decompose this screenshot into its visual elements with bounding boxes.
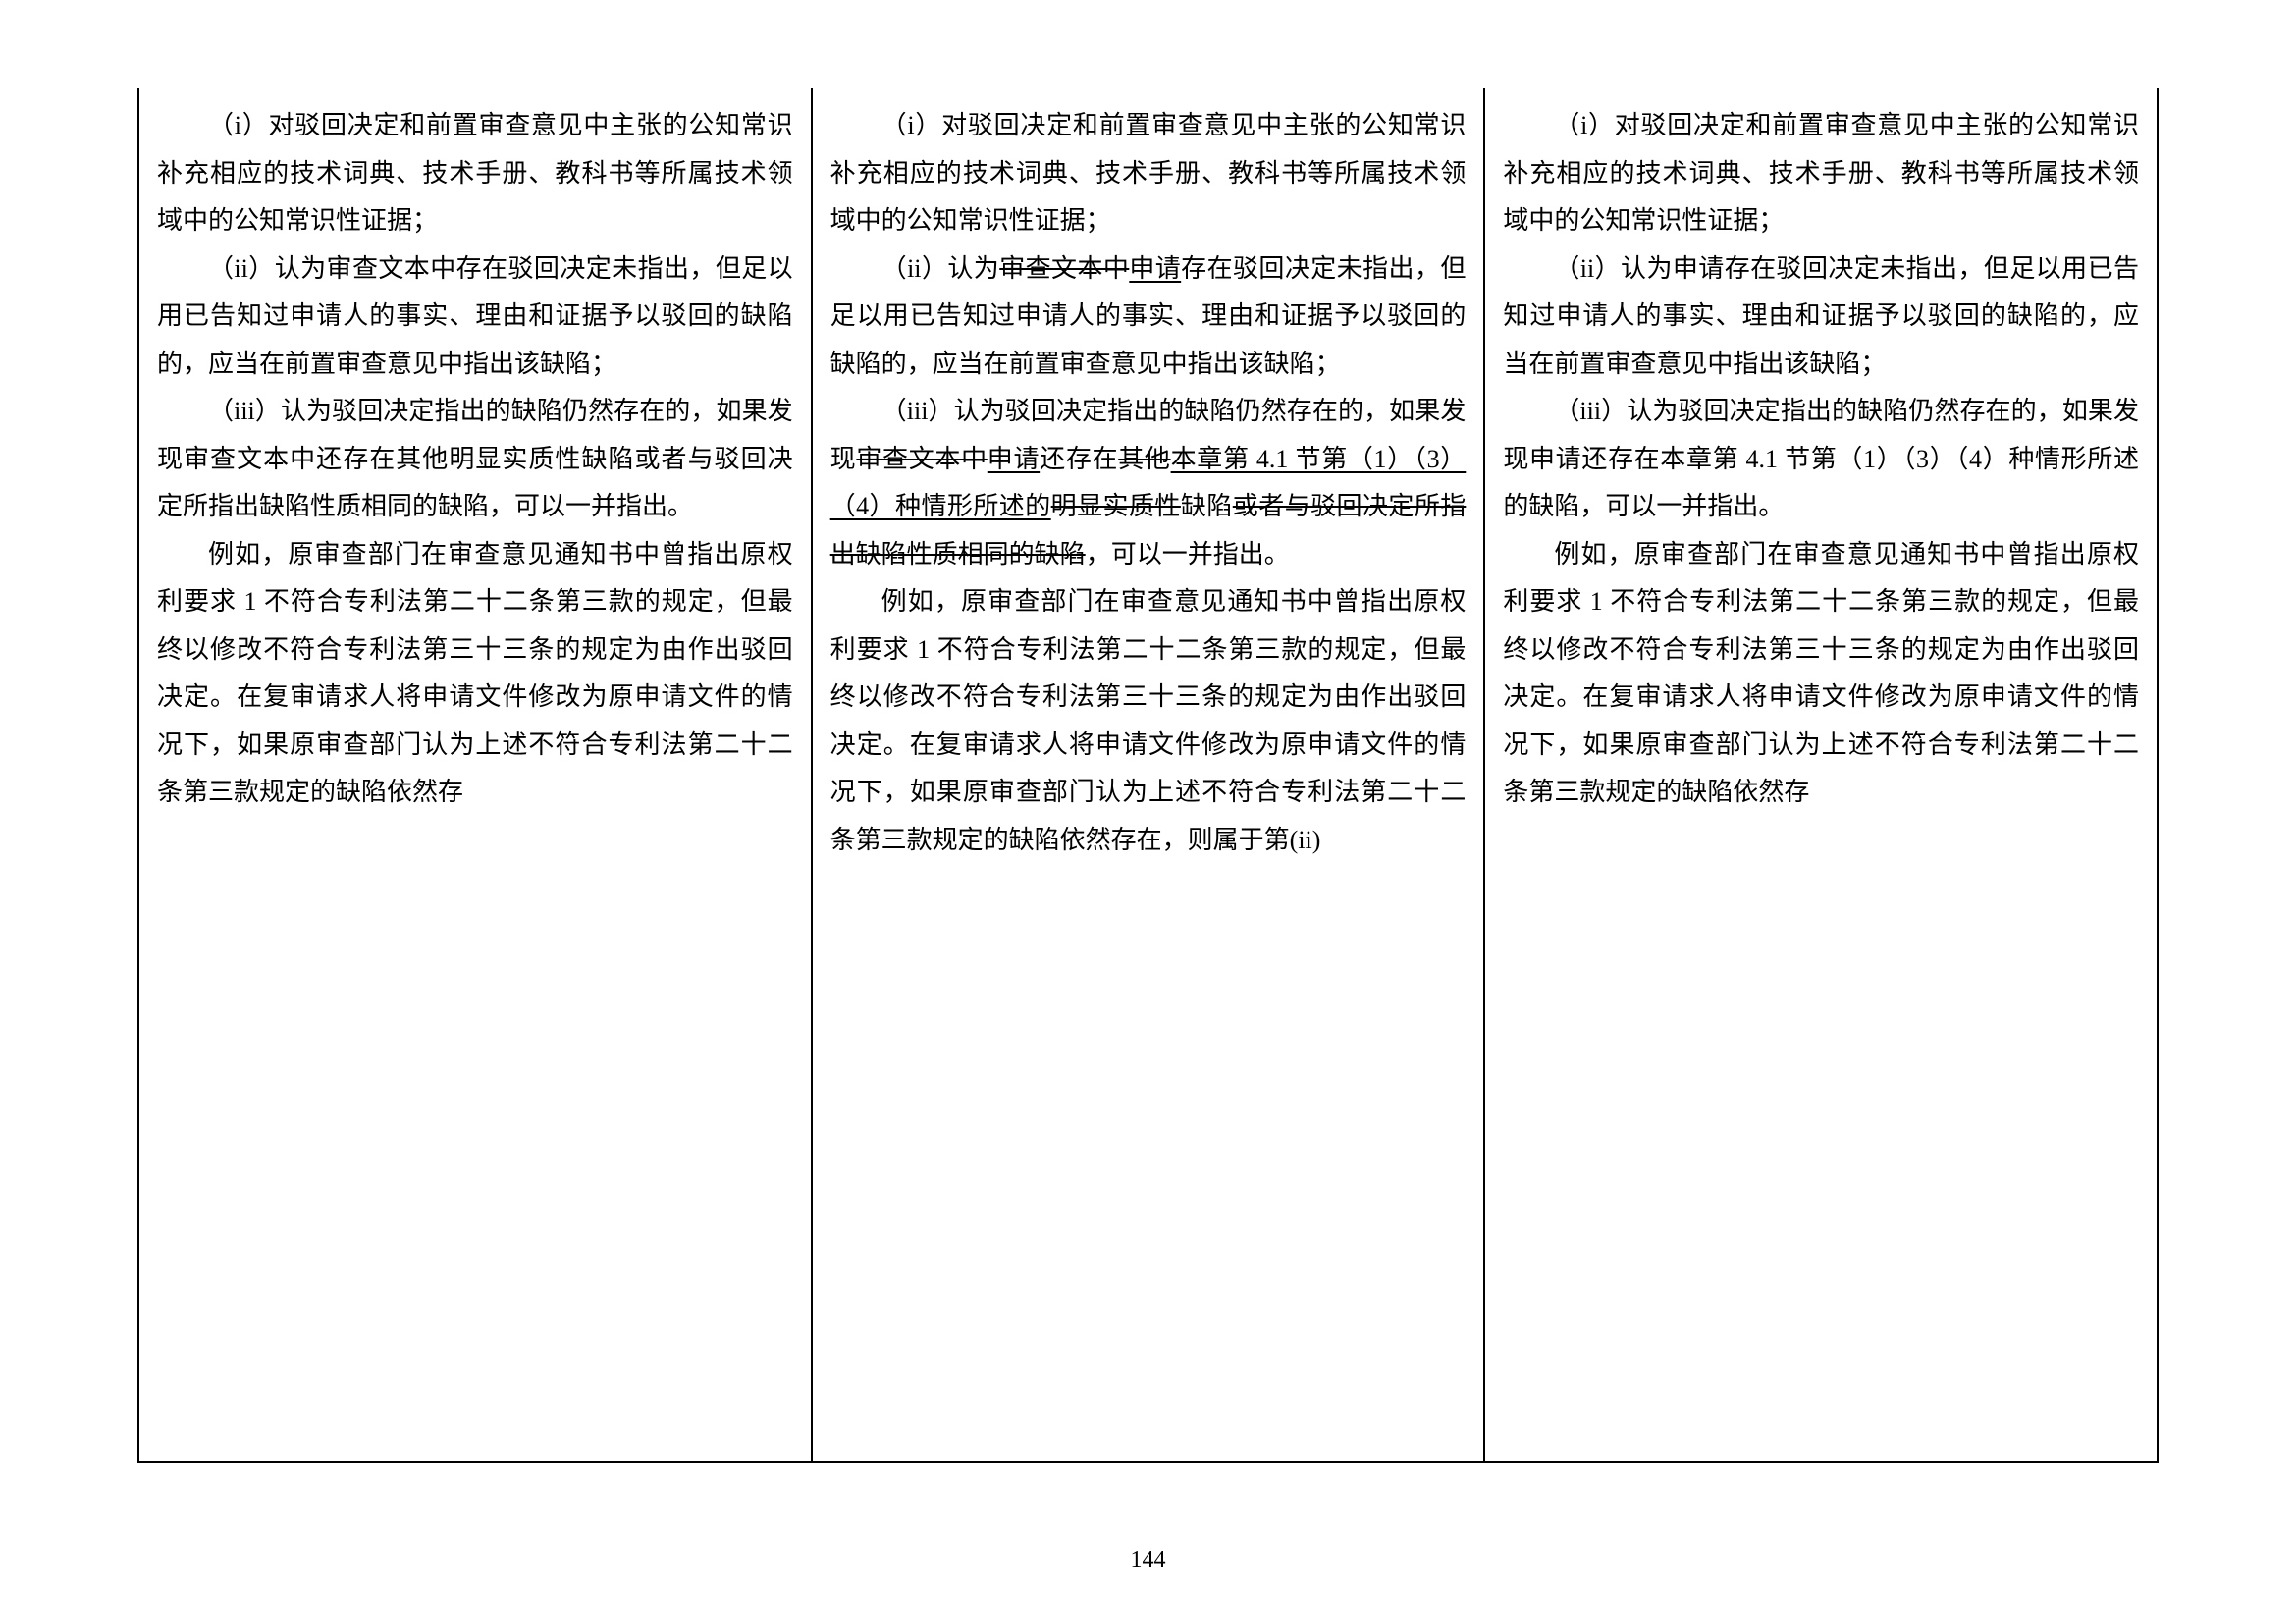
left-para-example: 例如，原审查部门在审查意见通知书中曾指出原权利要求 1 不符合专利法第二十二条第… [157, 531, 793, 817]
text: 缺陷 [1181, 492, 1233, 520]
left-para-i: （i）对驳回决定和前置审查意见中主张的公知常识补充相应的技术词典、技术手册、教科… [157, 102, 793, 245]
content-frame: （i）对驳回决定和前置审查意见中主张的公知常识补充相应的技术词典、技术手册、教科… [137, 88, 2159, 1463]
mid-para-example: 例如，原审查部门在审查意见通知书中曾指出原权利要求 1 不符合专利法第二十二条第… [830, 578, 1467, 864]
mid-para-iii: （iii）认为驳回决定指出的缺陷仍然存在的，如果发现审查文本中申请还存在其他本章… [830, 388, 1467, 578]
right-para-iii: （iii）认为驳回决定指出的缺陷仍然存在的，如果发现申请还存在本章第 4.1 节… [1503, 388, 2139, 531]
right-para-i: （i）对驳回决定和前置审查意见中主张的公知常识补充相应的技术词典、技术手册、教科… [1503, 102, 2139, 245]
underline-text: 申请 [988, 445, 1040, 473]
strike-text: 审查文本中 [856, 445, 987, 473]
underline-text: 申请 [1129, 254, 1181, 283]
page-number: 144 [0, 1547, 2296, 1574]
column-middle: （i）对驳回决定和前置审查意见中主张的公知常识补充相应的技术词典、技术手册、教科… [811, 88, 1484, 1461]
text: （ii）认为 [881, 254, 1000, 283]
left-para-iii: （iii）认为驳回决定指出的缺陷仍然存在的，如果发现审查文本中还存在其他明显实质… [157, 388, 793, 531]
strike-text: 明显实质性 [1051, 492, 1181, 520]
right-para-example: 例如，原审查部门在审查意见通知书中曾指出原权利要求 1 不符合专利法第二十二条第… [1503, 531, 2139, 817]
strike-text: 其他 [1118, 445, 1170, 473]
column-left: （i）对驳回决定和前置审查意见中主张的公知常识补充相应的技术词典、技术手册、教科… [139, 88, 811, 1461]
text: ，可以一并指出。 [1086, 540, 1290, 568]
mid-para-ii: （ii）认为审查文本中申请存在驳回决定未指出，但足以用已告知过申请人的事实、理由… [830, 245, 1467, 389]
strike-text: 审查文本中 [999, 254, 1129, 283]
document-page: （i）对驳回决定和前置审查意见中主张的公知常识补充相应的技术词典、技术手册、教科… [0, 0, 2296, 1623]
mid-para-i: （i）对驳回决定和前置审查意见中主张的公知常识补充相应的技术词典、技术手册、教科… [830, 102, 1467, 245]
left-para-ii: （ii）认为审查文本中存在驳回决定未指出，但足以用已告知过申请人的事实、理由和证… [157, 245, 793, 389]
column-right: （i）对驳回决定和前置审查意见中主张的公知常识补充相应的技术词典、技术手册、教科… [1483, 88, 2157, 1461]
right-para-ii: （ii）认为申请存在驳回决定未指出，但足以用已告知过申请人的事实、理由和证据予以… [1503, 245, 2139, 389]
text: 还存在 [1040, 445, 1118, 473]
